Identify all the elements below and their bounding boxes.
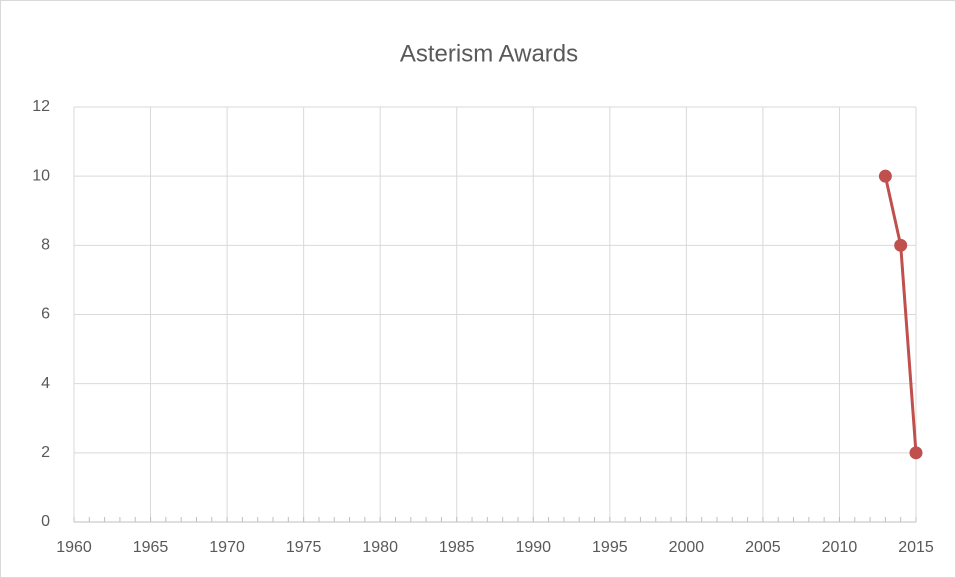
y-tick-label: 4 (41, 375, 50, 392)
y-tick-label: 12 (32, 98, 50, 115)
data-point (878, 169, 892, 183)
x-tick-label: 1970 (209, 539, 245, 556)
data-point (894, 238, 908, 252)
y-tick-label: 10 (32, 167, 50, 184)
x-tick-label: 1965 (133, 539, 169, 556)
x-tick-label: 1995 (592, 539, 628, 556)
x-tick-label: 1985 (439, 539, 475, 556)
x-tick-label: 1980 (362, 539, 398, 556)
x-tick-label: 1960 (56, 539, 92, 556)
y-tick-label: 2 (41, 444, 50, 461)
y-tick-label: 6 (41, 306, 50, 323)
y-tick-label: 8 (41, 237, 50, 254)
x-tick-label: 2000 (669, 539, 705, 556)
data-point (909, 446, 923, 460)
y-tick-label: 0 (41, 513, 50, 530)
x-tick-label: 2005 (745, 539, 781, 556)
x-tick-label: 2010 (822, 539, 858, 556)
x-tick-label: 1990 (515, 539, 551, 556)
x-tick-label: 1975 (286, 539, 322, 556)
x-tick-label: 2015 (898, 539, 934, 556)
chart-title: Asterism Awards (400, 40, 578, 67)
